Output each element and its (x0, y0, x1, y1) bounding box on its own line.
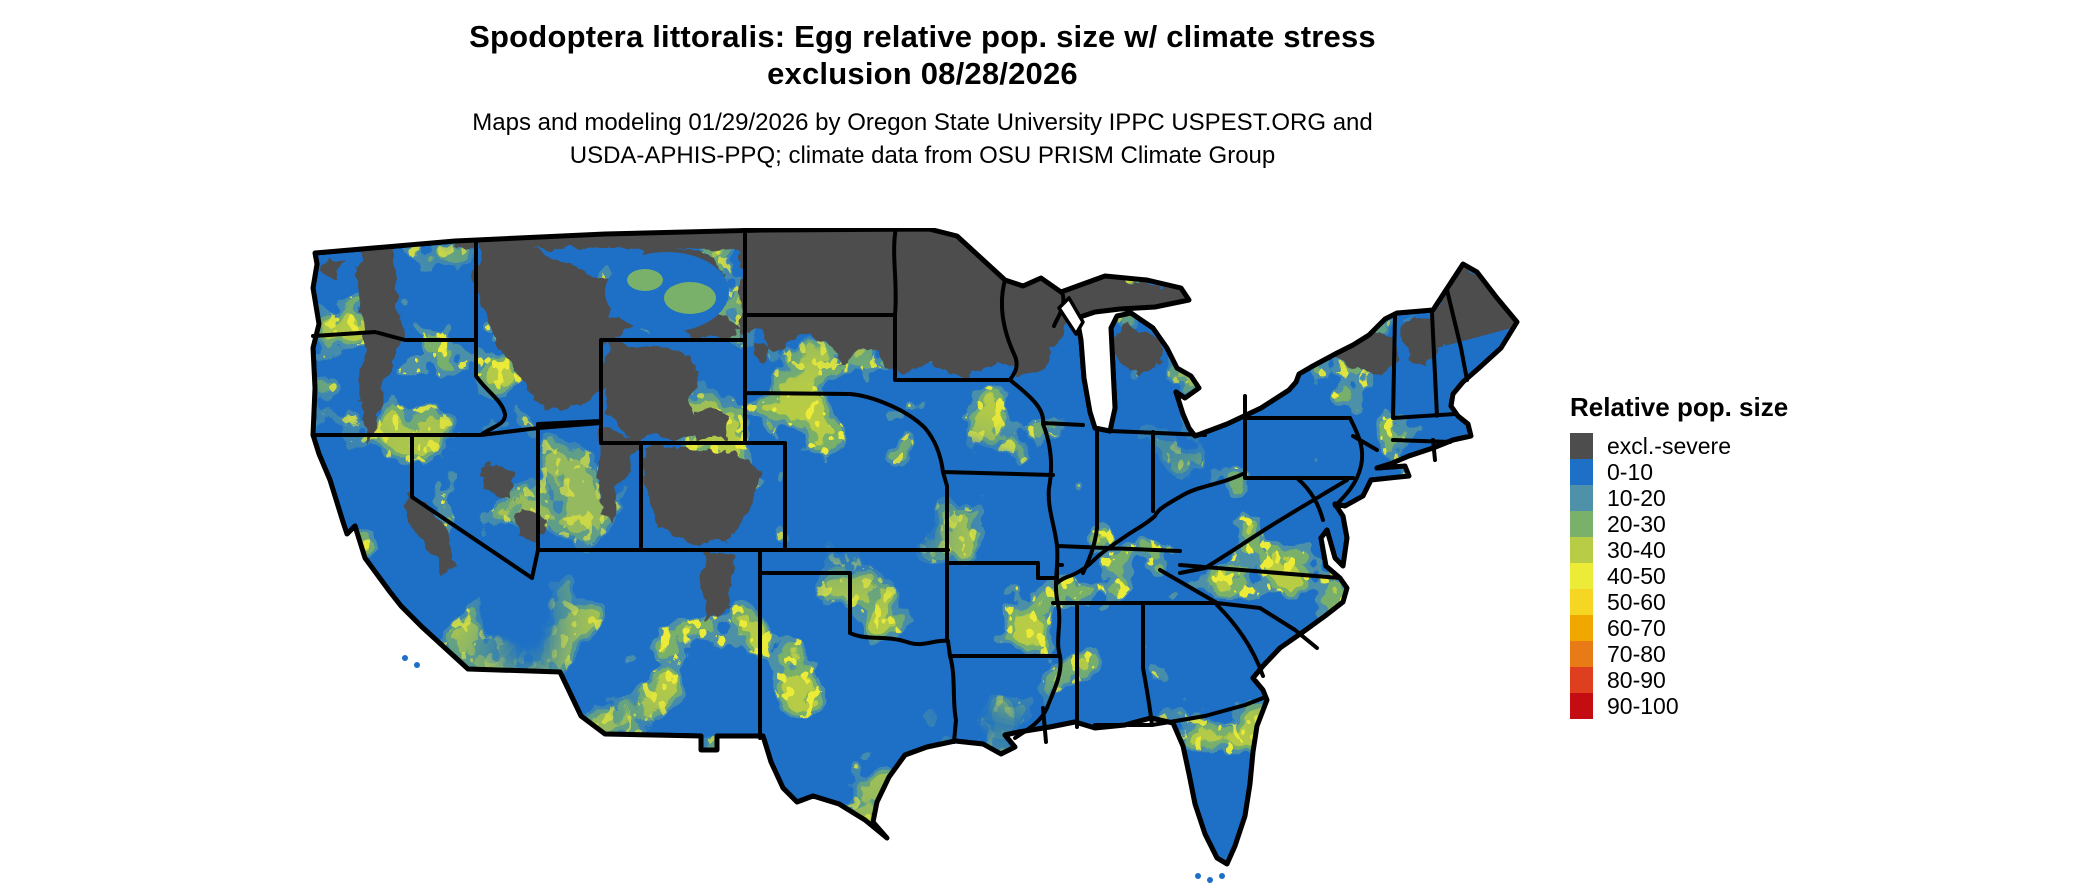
legend-item: 90-100 (1570, 693, 1870, 719)
legend-swatch (1570, 563, 1593, 589)
us-map-svg (305, 226, 1530, 883)
channel-islands (402, 655, 420, 668)
map-header: Spodoptera littoralis: Egg relative pop.… (320, 18, 1525, 172)
legend-item: 50-60 (1570, 589, 1870, 615)
florida-keys (1195, 873, 1225, 883)
legend: Relative pop. size excl.-severe 0-10 10-20… (1570, 392, 1870, 719)
map-title-line2: exclusion 08/28/2026 (767, 56, 1078, 91)
legend-item: 30-40 (1570, 537, 1870, 563)
legend-label: 80-90 (1607, 667, 1666, 693)
legend-item: 80-90 (1570, 667, 1870, 693)
legend-label: 20-30 (1607, 511, 1666, 537)
montana-valley-overlay (605, 252, 729, 332)
map-title: Spodoptera littoralis: Egg relative pop.… (320, 18, 1525, 92)
legend-item: 70-80 (1570, 641, 1870, 667)
legend-swatch (1570, 511, 1593, 537)
legend-swatch (1570, 589, 1593, 615)
legend-swatch (1570, 433, 1593, 459)
legend-label: 0-10 (1607, 459, 1654, 485)
legend-label: 90-100 (1607, 693, 1679, 719)
legend-swatch (1570, 459, 1593, 485)
legend-items: excl.-severe 0-10 10-20 20-30 30-40 40-50 50-6… (1570, 433, 1870, 719)
legend-swatch (1570, 485, 1593, 511)
legend-swatch (1570, 537, 1593, 563)
legend-swatch (1570, 615, 1593, 641)
legend-item: 10-20 (1570, 485, 1870, 511)
legend-swatch (1570, 641, 1593, 667)
legend-label: 10-20 (1607, 485, 1666, 511)
map-subtitle-line1: Maps and modeling 01/29/2026 by Oregon S… (472, 109, 1373, 136)
legend-item: 40-50 (1570, 563, 1870, 589)
legend-label: excl.-severe (1607, 433, 1731, 459)
green-bay-lake (1057, 296, 1085, 336)
legend-item: excl.-severe (1570, 433, 1870, 459)
us-map (305, 226, 1530, 888)
legend-label: 50-60 (1607, 589, 1666, 615)
legend-item: 0-10 (1570, 459, 1870, 485)
legend-title: Relative pop. size (1570, 392, 1789, 422)
legend-swatch (1570, 667, 1593, 693)
map-subtitle: Maps and modeling 01/29/2026 by Oregon S… (320, 106, 1525, 172)
legend-label: 70-80 (1607, 641, 1666, 667)
legend-label: 30-40 (1607, 537, 1666, 563)
legend-swatch (1570, 693, 1593, 719)
legend-label: 40-50 (1607, 563, 1666, 589)
map-title-line1: Spodoptera littoralis: Egg relative pop.… (469, 19, 1376, 54)
legend-item: 20-30 (1570, 511, 1870, 537)
legend-label: 60-70 (1607, 615, 1666, 641)
legend-item: 60-70 (1570, 615, 1870, 641)
map-subtitle-line2: USDA-APHIS-PPQ; climate data from OSU PR… (569, 142, 1276, 169)
